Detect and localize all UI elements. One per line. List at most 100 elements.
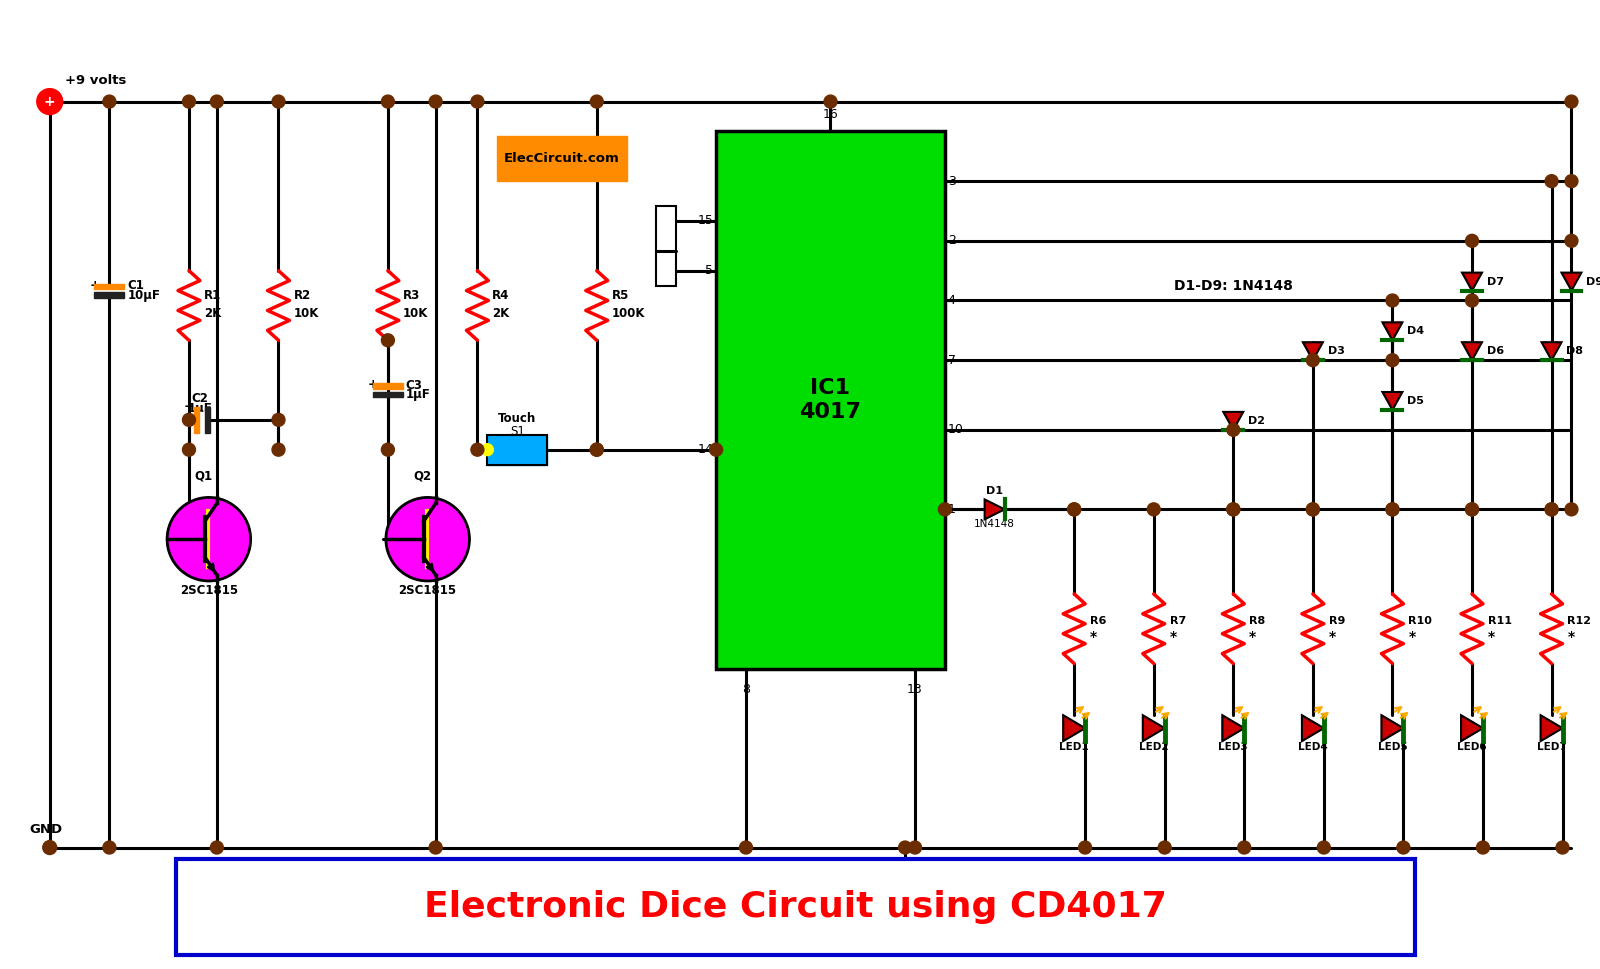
Circle shape [1557, 841, 1570, 854]
Text: R3: R3 [403, 289, 421, 302]
Text: 1μF: 1μF [187, 402, 213, 415]
Bar [488, 435, 547, 464]
Text: D4: D4 [1408, 327, 1424, 336]
Text: R12: R12 [1568, 615, 1592, 626]
Bar [373, 391, 403, 397]
Text: D6: D6 [1486, 346, 1504, 357]
Circle shape [1546, 503, 1558, 516]
Circle shape [1466, 234, 1478, 247]
Circle shape [1307, 354, 1320, 366]
Circle shape [386, 497, 469, 581]
Circle shape [210, 95, 224, 109]
Polygon shape [1222, 715, 1245, 741]
Text: 4: 4 [947, 294, 955, 307]
Bar [717, 132, 946, 669]
Circle shape [1397, 841, 1410, 854]
Text: S1: S1 [510, 424, 525, 438]
Text: D2: D2 [1248, 416, 1266, 425]
Text: C1: C1 [128, 279, 144, 292]
Circle shape [1477, 841, 1490, 854]
Circle shape [272, 95, 285, 109]
Circle shape [381, 443, 394, 456]
Circle shape [1565, 95, 1578, 109]
FancyBboxPatch shape [176, 860, 1416, 954]
Text: R11: R11 [1488, 615, 1512, 626]
Text: R9: R9 [1328, 615, 1346, 626]
Circle shape [824, 95, 837, 109]
Text: R4: R4 [493, 289, 510, 302]
Text: 8: 8 [742, 683, 750, 697]
Polygon shape [1064, 715, 1085, 741]
Circle shape [102, 841, 115, 854]
Bar [94, 284, 125, 289]
Circle shape [166, 497, 251, 581]
Bar [717, 132, 946, 669]
Text: 16: 16 [822, 109, 838, 121]
Circle shape [1565, 234, 1578, 247]
Text: 2SC1815: 2SC1815 [398, 584, 456, 597]
Circle shape [710, 443, 723, 456]
Circle shape [102, 95, 115, 109]
Circle shape [1227, 503, 1240, 516]
Circle shape [1565, 503, 1578, 516]
Text: +9 volts: +9 volts [64, 74, 126, 86]
Circle shape [1067, 503, 1080, 516]
Circle shape [1158, 841, 1171, 854]
Polygon shape [1142, 715, 1165, 741]
Text: 2SC1815: 2SC1815 [179, 584, 238, 597]
Polygon shape [1382, 392, 1402, 410]
Text: D9: D9 [1586, 276, 1600, 287]
Text: 5: 5 [706, 265, 714, 277]
Text: 7: 7 [947, 354, 955, 366]
Text: Q2: Q2 [414, 470, 432, 483]
Text: +: + [184, 400, 194, 413]
Circle shape [1147, 503, 1160, 516]
Bar [498, 137, 627, 181]
Bar [94, 292, 125, 297]
Text: C2: C2 [192, 391, 208, 405]
Circle shape [272, 414, 285, 426]
Bar [488, 435, 547, 464]
Text: 15: 15 [698, 214, 714, 228]
Text: D3: D3 [1328, 346, 1344, 357]
Circle shape [482, 444, 493, 455]
Circle shape [470, 95, 483, 109]
Circle shape [939, 503, 952, 516]
Text: *: * [1090, 630, 1098, 643]
Circle shape [1466, 294, 1478, 307]
Polygon shape [1302, 715, 1323, 741]
Text: +: + [368, 378, 379, 391]
Text: LED5: LED5 [1378, 742, 1408, 752]
Bar [373, 383, 403, 389]
Text: +: + [90, 278, 101, 292]
Circle shape [182, 443, 195, 456]
Circle shape [1227, 423, 1240, 436]
Text: 14: 14 [698, 443, 714, 456]
Text: *: * [1408, 630, 1416, 643]
Text: LED6: LED6 [1458, 742, 1486, 752]
Bar [194, 407, 200, 433]
Circle shape [1565, 174, 1578, 188]
Circle shape [43, 840, 56, 855]
Text: 2K: 2K [203, 307, 221, 320]
Text: 1N4148: 1N4148 [974, 519, 1014, 529]
Text: LED4: LED4 [1298, 742, 1328, 752]
Polygon shape [1562, 272, 1581, 291]
Polygon shape [1542, 342, 1562, 360]
Text: LED1: LED1 [1059, 742, 1090, 752]
Circle shape [899, 841, 912, 854]
Text: 10K: 10K [293, 307, 318, 320]
Text: 10μF: 10μF [128, 289, 160, 302]
Circle shape [590, 443, 603, 456]
Text: *: * [1328, 630, 1336, 643]
Circle shape [381, 95, 394, 109]
Polygon shape [1382, 323, 1402, 340]
Circle shape [590, 95, 603, 109]
Text: +: + [43, 95, 56, 109]
Text: C3: C3 [406, 379, 422, 391]
Polygon shape [1224, 412, 1243, 430]
Text: 2K: 2K [493, 307, 509, 320]
Text: 2: 2 [947, 234, 955, 247]
Circle shape [590, 443, 603, 456]
Text: 1μF: 1μF [406, 389, 430, 401]
